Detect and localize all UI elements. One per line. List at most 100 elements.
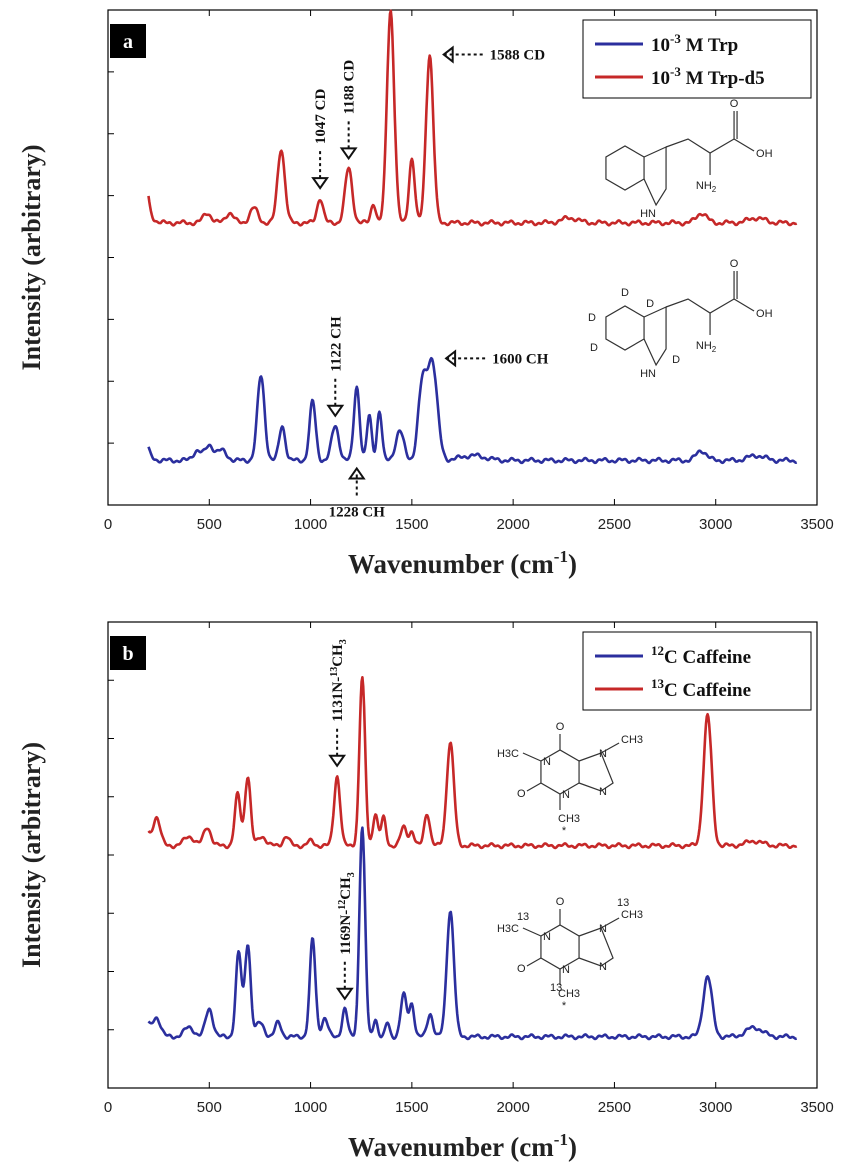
atom-n: N [562,789,570,801]
x-tick-label: 1500 [395,516,428,533]
atom-o: O [556,896,565,908]
x-tick-label: 500 [197,1099,222,1116]
atom-nh2: NH2 [696,340,717,354]
legend-entry-1: 10-3 M Trp-d5 [651,64,765,89]
x-tick-label: 2500 [598,516,631,533]
atom-d: D [672,354,680,366]
hydroxyl-bond [733,298,755,312]
atom-o: O [517,963,526,975]
x-tick-label: 3000 [699,516,732,533]
legend-box [582,631,812,711]
side-chain [665,138,735,154]
annotation-arrowhead [347,466,366,480]
atom-oh: OH [756,308,773,320]
methyl-label: CH3 [558,988,580,1000]
atom-d: D [588,312,596,324]
atom-d: D [646,298,654,310]
isotope-label: 13 [550,982,562,994]
legend-entry-0: 12C Caffeine [651,643,751,668]
annotation-label: 1122 CH [328,316,344,372]
atom-nh2: NH2 [696,180,717,194]
annotation-arrowhead [444,349,457,368]
y-axis-label: Intensity (arbitrary) [17,742,46,968]
atom-n: N [543,931,551,943]
x-tick-label: 2000 [496,1099,529,1116]
annotation-label: 1169N-12CH3 [337,872,357,955]
isotope-label: 13 [517,911,529,923]
x-tick-label: 2000 [496,516,529,533]
atom-n: N [599,786,607,798]
pyrrole-ring [643,146,667,207]
atom-o: O [730,258,739,270]
molecule-trp-d5: O OH HN NH2 D D D D D [588,258,773,380]
benzene-ring [605,305,645,351]
isotope-label: 13 [617,897,629,909]
atom-o: O [730,98,739,110]
x-tick-label: 1500 [395,1099,428,1116]
atom-d: D [590,342,598,354]
series-line-1 [147,675,798,850]
atom-oh: OH [756,148,773,160]
annotation-arrowhead [339,147,358,161]
methyl-label: CH3 [621,734,643,746]
methyl-label: CH3 [558,813,580,825]
x-tick-label: 500 [197,516,222,533]
hydroxyl-bond [733,138,755,152]
x-tick-label: 1000 [294,516,327,533]
atom-n: N [599,961,607,973]
atom-n: N [599,923,607,935]
panel-label: b [122,643,133,665]
atom-d: D [621,287,629,299]
x-tick-label: 3500 [800,516,833,533]
panel-label-box [110,636,146,670]
side-chain [665,298,735,314]
series-line-1 [147,9,798,227]
annotation-arrowhead [326,404,345,418]
legend-box [582,19,812,99]
series-line-0 [147,826,798,1041]
x-tick-label: 3000 [699,1099,732,1116]
x-tick-label: 3500 [800,1099,833,1116]
atom-o: O [517,788,526,800]
atom-n: N [599,748,607,760]
imidazole-ring [578,752,614,792]
methyl-bond [600,742,620,754]
annotation-label: 1228 CH [329,504,386,520]
annotation-arrowhead [328,754,347,768]
annotation-arrowhead [335,987,354,1001]
panel-label: a [123,31,133,53]
methyl-bond [522,927,542,937]
annotation-label: 1600 CH [492,351,549,367]
label-marker: * [562,1000,567,1012]
annotation-label: 1588 CD [490,48,546,64]
methyl-label: H3C [497,748,519,760]
x-tick-label: 0 [104,516,112,533]
atom-o: O [556,721,565,733]
series-line-0 [147,356,798,465]
legend-entry-1: 13C Caffeine [651,676,751,701]
x-tick-label: 2500 [598,1099,631,1116]
benzene-ring [605,145,645,191]
atom-hn: HN [640,368,656,380]
methyl-label: CH3 [621,909,643,921]
panel-label-box [110,24,146,58]
x-tick-label: 1000 [294,1099,327,1116]
annotation-label: 1188 CD [342,60,358,115]
annotation-label: 1131N-13CH3 [329,639,349,722]
atom-n: N [562,964,570,976]
imidazole-ring [578,927,614,967]
label-marker: * [562,825,567,837]
legend-entry-0: 10-3 M Trp [651,31,738,56]
methyl-bond [522,752,542,762]
molecule-trp: O OH HN NH2 [605,98,773,220]
carbonyl-bond [526,957,542,967]
panel-a: 0 500 1000 1500 2000 2500 3000 3500 Wavenumber (… [17,9,834,579]
pyrrole-ring [643,306,667,367]
methyl-bond [600,917,620,929]
annotation-label: 1047 CD [313,89,329,145]
annotation-arrowhead [311,177,330,190]
x-axis-label: Wavenumber (cm-1) [348,1130,577,1162]
